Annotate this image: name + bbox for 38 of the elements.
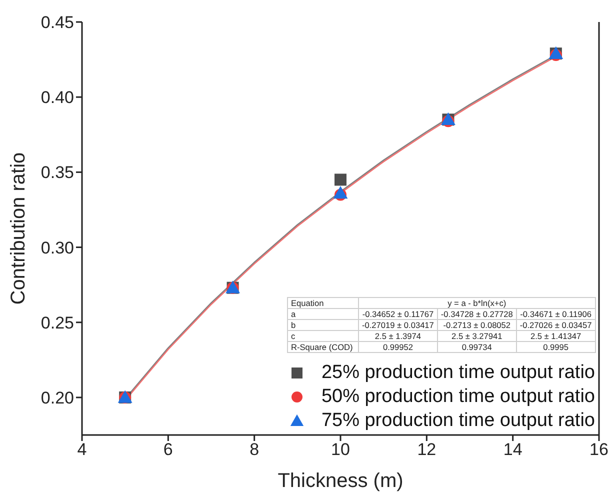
y-tick-label: 0.35 [40, 163, 74, 182]
y-tick-label: 0.30 [40, 238, 74, 258]
annotation: c [288, 330, 358, 342]
annotation: 0.99952 [358, 342, 438, 352]
point [334, 174, 346, 186]
x-tick-label: 4 [77, 440, 87, 460]
legend-label: 50% production time output ratio [321, 385, 595, 409]
annotation: Equation [288, 298, 358, 308]
point [333, 186, 348, 199]
annotation: -0.27026 ± 0.03457 [516, 320, 596, 330]
annotation: 2.5 ± 1.3974 [358, 330, 438, 342]
y-tick-label: 0.40 [40, 88, 74, 108]
annotation: R-Square (COD) [288, 342, 358, 352]
annotation: 0.99734 [437, 342, 516, 352]
y-tick-label: 0.25 [40, 313, 74, 332]
annotation: -0.27019 ± 0.03417 [358, 320, 438, 330]
x-axis-title: Thickness (m) [278, 470, 404, 492]
annotation: -0.34671 ± 0.11906 [516, 308, 596, 320]
x-tick-label: 12 [417, 440, 436, 460]
annotation: -0.34652 ± 0.11767 [358, 308, 438, 320]
annotation: 0.9995 [516, 342, 596, 352]
x-tick-label: 8 [250, 440, 260, 460]
x-tick-label: 6 [163, 440, 173, 460]
y-tick-label: 0.45 [40, 13, 74, 32]
y-axis-title: Contribution ratio [8, 152, 30, 305]
annotation: a [288, 308, 358, 320]
y-tick-label: 0.20 [40, 388, 74, 408]
annotation: y = a - b*ln(x+c) [358, 298, 596, 308]
legend-label: 75% production time output ratio [321, 409, 595, 433]
x-tick-label: 16 [590, 440, 608, 460]
annotation: 2.5 ± 3.27941 [437, 330, 516, 342]
x-tick-label: 10 [331, 440, 350, 460]
annotation: b [288, 320, 358, 330]
annotation: 2.5 ± 1.41347 [516, 330, 596, 342]
legend-label: 25% production time output ratio [321, 361, 595, 385]
annotation: -0.34728 ± 0.27728 [437, 308, 516, 320]
annotation: -0.2713 ± 0.08052 [437, 320, 516, 330]
x-tick-label: 14 [503, 440, 522, 460]
